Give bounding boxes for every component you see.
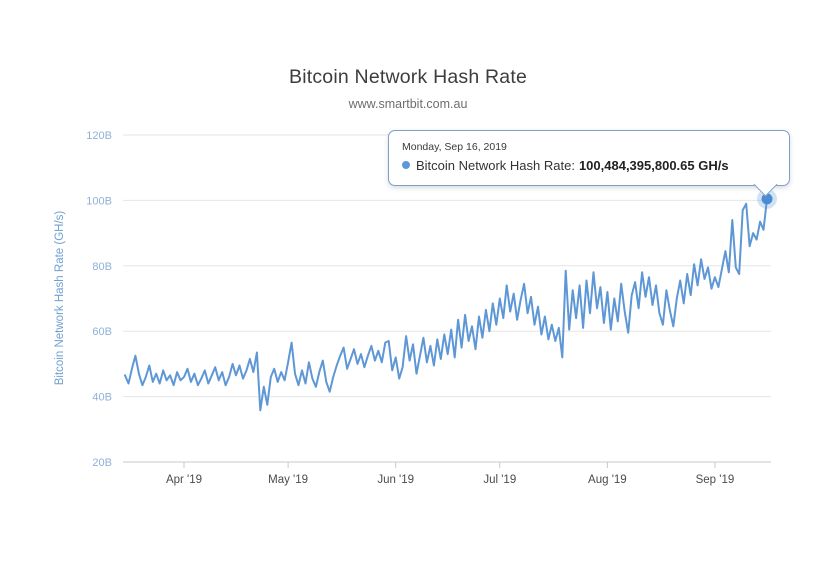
y-tick-label: 80B	[92, 261, 112, 273]
hash-rate-line[interactable]	[124, 197, 768, 412]
x-tick-label: Jun '19	[377, 474, 414, 486]
y-tick-label: 100B	[86, 195, 112, 207]
x-tick-label: May '19	[268, 474, 308, 486]
y-tick-label: 40B	[92, 392, 112, 404]
tooltip-date: Monday, Sep 16, 2019	[402, 141, 507, 153]
series-bullet-icon	[402, 161, 410, 169]
tooltip-series-label: Bitcoin Network Hash Rate:	[416, 158, 575, 173]
chart-title: Bitcoin Network Hash Rate	[288, 66, 527, 88]
tooltip: Monday, Sep 16, 2019 Bitcoin Network Has…	[388, 130, 790, 186]
chart-subtitle: www.smartbit.com.au	[348, 97, 468, 111]
x-tick-label: Apr '19	[166, 474, 202, 486]
y-tick-label: 120B	[86, 130, 112, 142]
x-tick-label: Jul '19	[483, 474, 516, 486]
x-tick-label: Aug '19	[588, 474, 627, 486]
tooltip-value: 100,484,395,800.65 GH/s	[578, 158, 729, 173]
y-tick-label: 20B	[92, 457, 112, 469]
y-tick-label: 60B	[92, 326, 112, 338]
tooltip-series-row: Bitcoin Network Hash Rate: 100,484,395,80…	[402, 157, 776, 175]
x-tick-label: Sep '19	[696, 474, 735, 486]
